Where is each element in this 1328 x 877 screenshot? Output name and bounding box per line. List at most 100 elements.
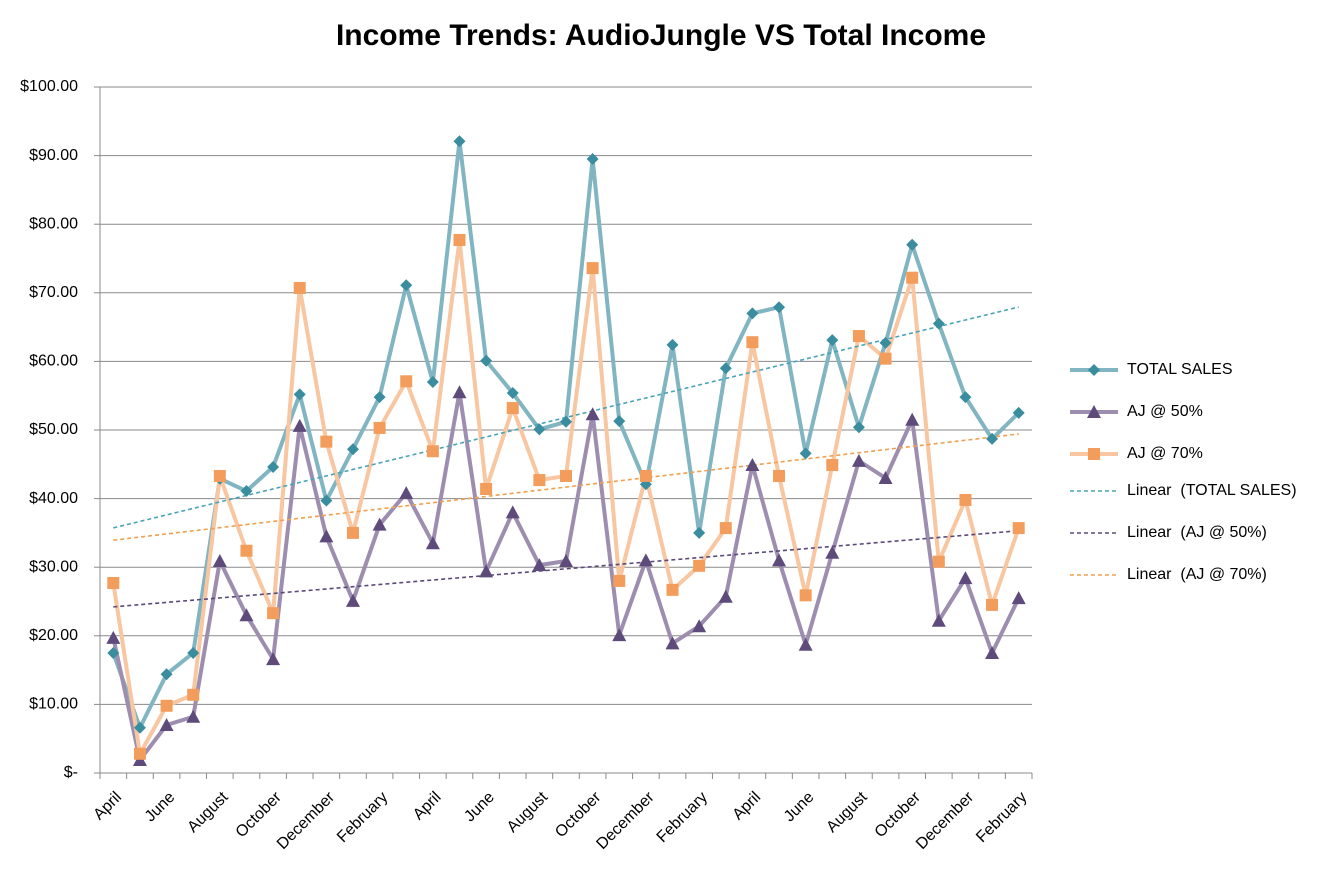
marker [932, 317, 945, 330]
marker [426, 375, 439, 388]
y-tick-label: $- [64, 764, 78, 781]
x-tick-label: December [913, 788, 978, 853]
marker [612, 628, 627, 642]
marker [452, 385, 467, 399]
marker [506, 402, 519, 415]
marker [799, 589, 812, 602]
marker [693, 526, 706, 539]
marker [372, 517, 387, 531]
marker [666, 583, 679, 596]
marker [1088, 364, 1100, 376]
legend-label: TOTAL SALES [1127, 361, 1233, 378]
marker [559, 554, 573, 568]
marker [773, 469, 786, 482]
marker [213, 469, 226, 482]
x-tick-label: April [90, 789, 125, 824]
x-tick-label: February [973, 789, 1030, 846]
marker [1088, 448, 1100, 460]
marker [373, 421, 386, 434]
marker [400, 279, 413, 292]
y-tick-label: $30.00 [29, 558, 78, 575]
marker [1087, 405, 1101, 418]
marker [107, 646, 120, 659]
marker [799, 447, 812, 460]
marker [532, 558, 547, 572]
marker [346, 526, 359, 539]
marker [293, 388, 306, 401]
marker [293, 281, 306, 294]
marker [718, 589, 733, 603]
marker [985, 645, 1000, 659]
x-tick-label: February [654, 789, 711, 846]
marker [480, 482, 493, 495]
marker [692, 619, 707, 633]
marker [826, 458, 839, 471]
marker [693, 559, 706, 572]
legend-label: Linear (AJ @ 50%) [1127, 524, 1267, 541]
marker [160, 699, 173, 712]
marker [266, 652, 281, 666]
marker [345, 593, 360, 607]
marker [319, 529, 334, 543]
y-tick-label: $90.00 [29, 147, 78, 164]
marker [480, 354, 493, 367]
marker [106, 630, 121, 644]
marker [1012, 406, 1025, 419]
marker [931, 613, 946, 627]
marker [320, 494, 333, 507]
marker [560, 415, 572, 428]
marker [959, 391, 972, 404]
marker [745, 457, 760, 471]
x-tick-label: December [593, 788, 658, 853]
x-tick-label: February [334, 789, 391, 846]
trend-line [113, 529, 1019, 608]
y-tick-label: $80.00 [29, 215, 78, 232]
legend-label: AJ @ 70% [1127, 445, 1203, 462]
marker [240, 485, 253, 498]
marker [292, 418, 307, 432]
x-tick-label: April [410, 789, 445, 824]
x-tick-label: August [823, 788, 871, 836]
marker [906, 271, 919, 284]
marker [240, 544, 253, 557]
marker [267, 461, 280, 474]
marker [425, 536, 440, 550]
x-tick-label: June [461, 789, 498, 826]
marker [613, 415, 626, 428]
chart-title: Income Trends: AudioJungle VS Total Inco… [336, 19, 986, 52]
marker [878, 471, 893, 485]
x-tick-label: December [274, 788, 339, 853]
marker [133, 747, 146, 760]
marker [986, 432, 999, 445]
marker [399, 486, 414, 500]
series-line [111, 139, 1021, 730]
x-tick-label: October [233, 788, 286, 841]
x-tick-label: April [730, 789, 765, 824]
marker [773, 301, 786, 314]
x-tick-label: August [184, 788, 232, 836]
marker [719, 362, 732, 375]
marker [506, 386, 519, 399]
marker [851, 453, 866, 467]
marker [986, 598, 999, 611]
y-tick-label: $60.00 [29, 353, 78, 370]
marker [187, 688, 200, 701]
marker [187, 646, 200, 659]
marker [346, 443, 359, 456]
x-tick-label: October [552, 788, 605, 841]
marker [1011, 591, 1026, 605]
marker [959, 493, 972, 506]
y-tick-label: $40.00 [29, 490, 78, 507]
marker [107, 576, 120, 589]
marker [320, 435, 333, 448]
x-tick-label: August [504, 788, 552, 836]
marker [746, 307, 759, 320]
x-tick-label: June [142, 789, 179, 826]
marker [560, 469, 572, 482]
marker [719, 522, 732, 535]
marker [426, 445, 439, 458]
marker [479, 564, 494, 578]
marker [1012, 522, 1025, 535]
marker [958, 571, 973, 585]
